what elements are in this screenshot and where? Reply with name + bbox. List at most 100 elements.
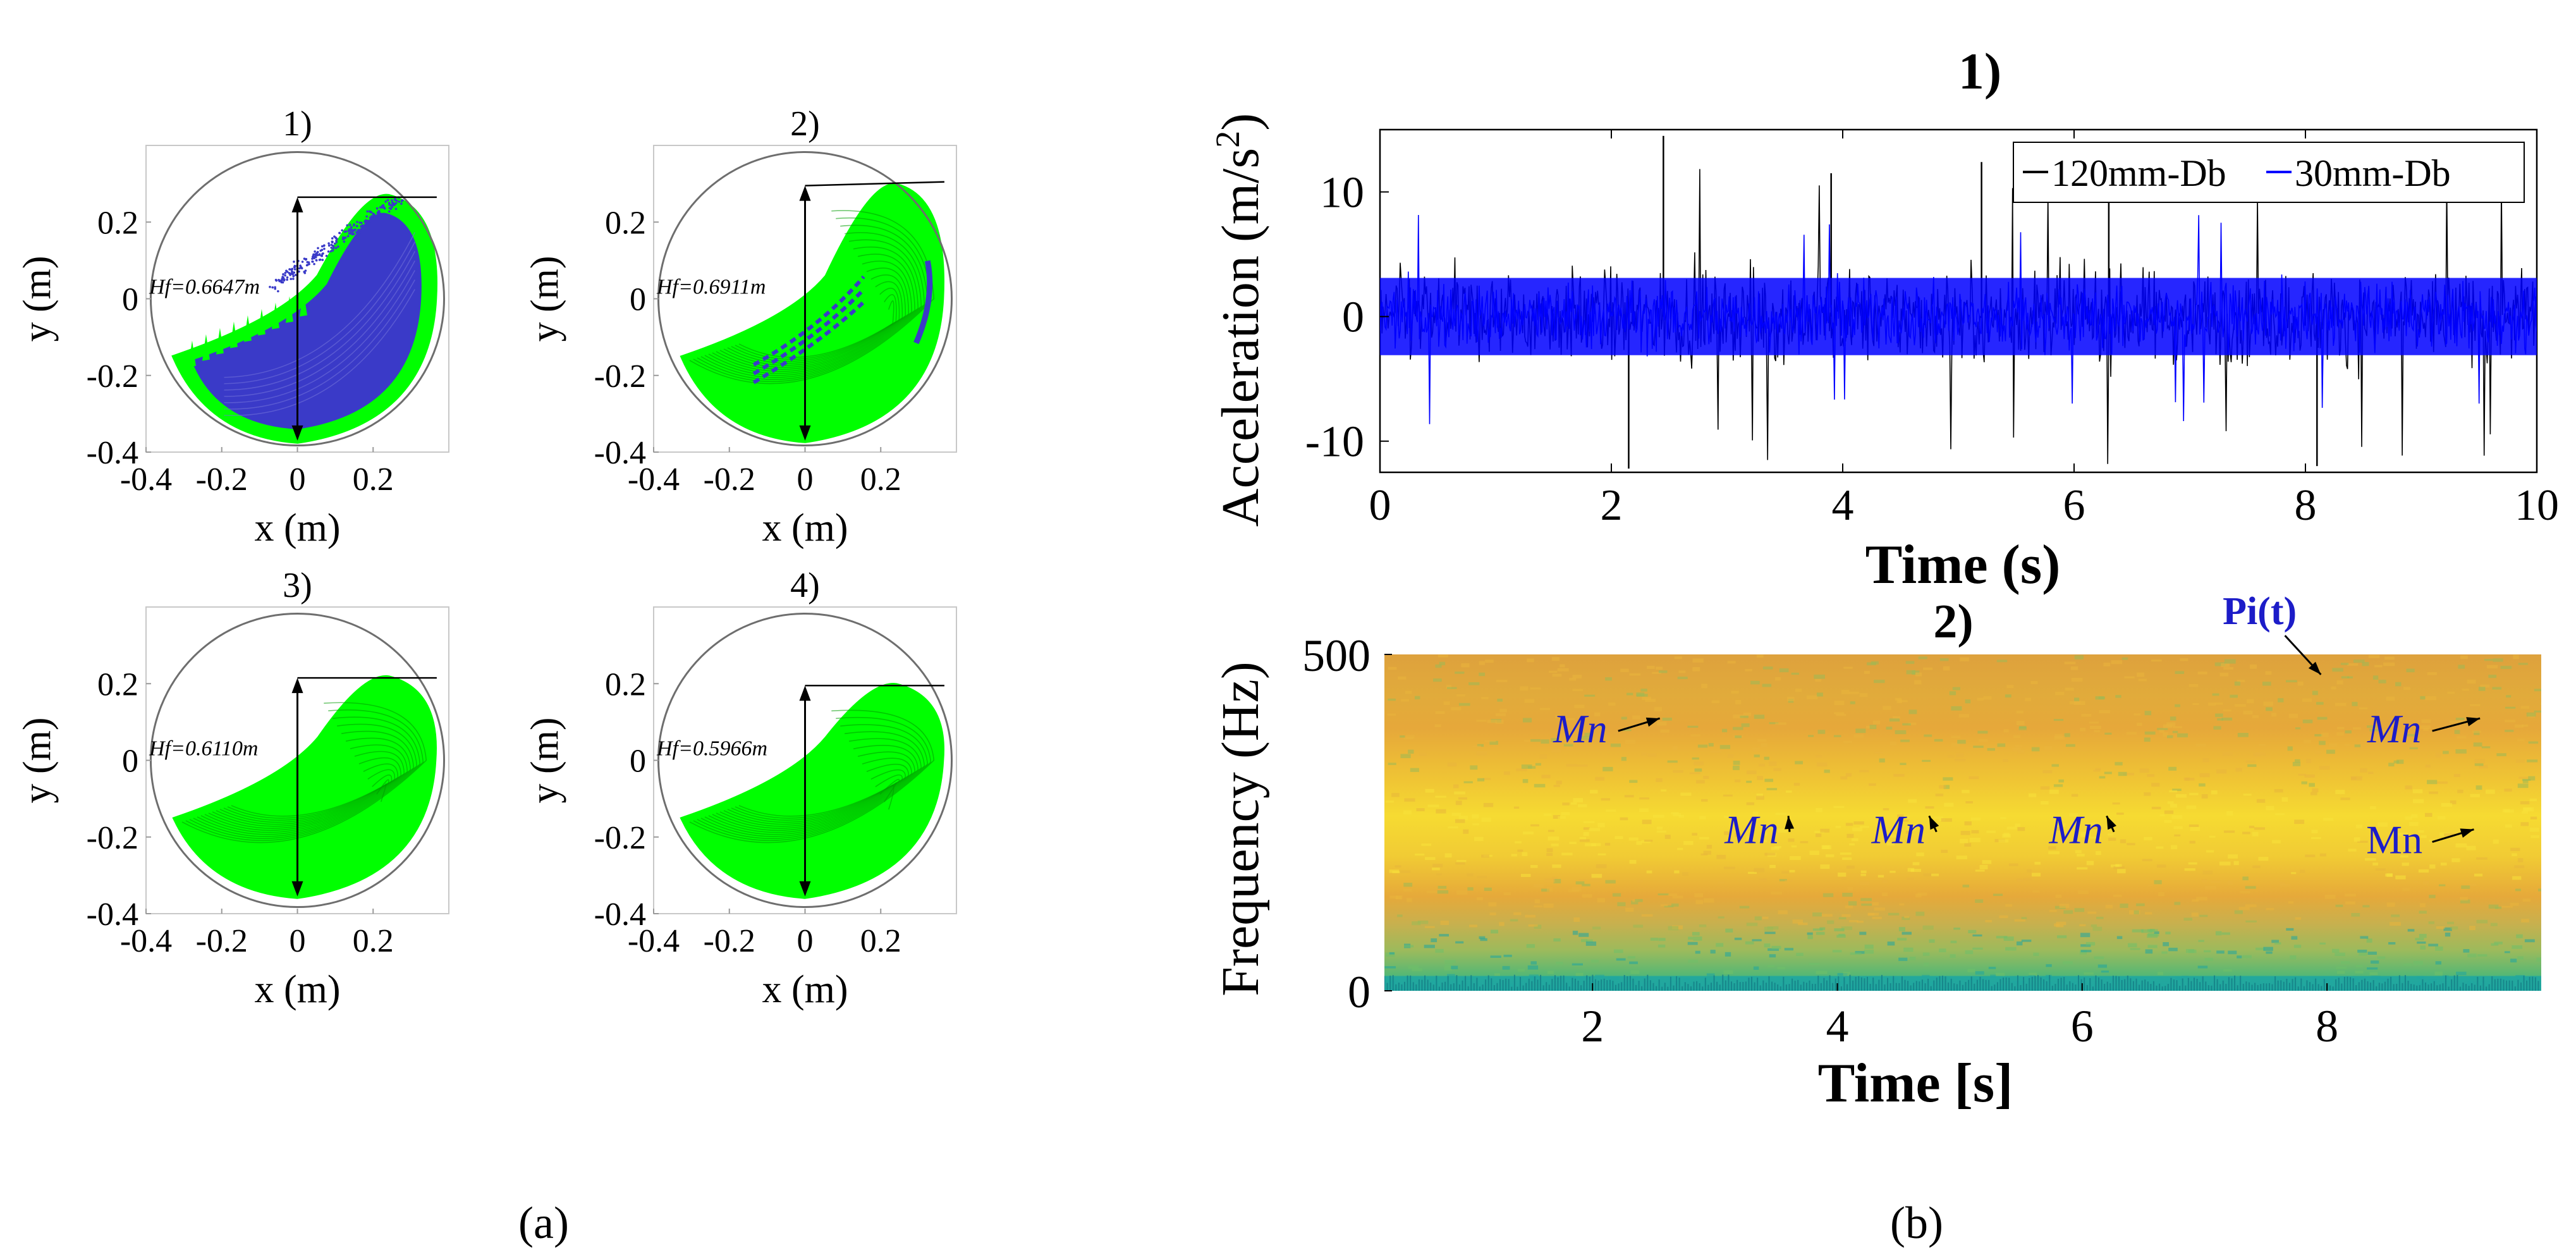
spectro-speckle bbox=[2156, 846, 2164, 849]
spectro-speckle bbox=[2053, 784, 2063, 787]
spectro-speckle bbox=[1627, 956, 1635, 959]
spectro-speckle bbox=[1534, 899, 1540, 904]
spectro-speckle bbox=[2147, 774, 2155, 777]
spectro-speckle bbox=[2514, 865, 2525, 869]
spectro-speckle bbox=[2064, 733, 2070, 737]
spectro-speckle bbox=[1733, 765, 1740, 770]
spectro-speckle bbox=[2457, 789, 2463, 794]
spectro-speckle bbox=[1546, 848, 1553, 852]
spectro-speckle bbox=[1825, 854, 1834, 857]
spectro-speckle bbox=[2434, 971, 2443, 976]
spectro-speckle bbox=[1572, 963, 1583, 966]
spectro-speckle bbox=[2407, 733, 2415, 737]
x-tick-label: 10 bbox=[2515, 481, 2559, 530]
y-tick-label: -0.2 bbox=[594, 820, 646, 856]
spectro-speckle bbox=[2485, 789, 2495, 794]
spectro-speckle bbox=[2357, 949, 2367, 953]
spectro-speckle bbox=[1761, 743, 1768, 747]
fluid-droplet bbox=[317, 247, 319, 250]
spectro-speckle bbox=[1527, 658, 1534, 663]
spectro-speckle bbox=[2336, 727, 2345, 730]
y-axis-label: y (m) bbox=[523, 717, 566, 803]
spectro-speckle bbox=[2521, 919, 2529, 923]
spectro-speckle bbox=[2222, 752, 2233, 756]
spectro-speckle bbox=[2247, 699, 2254, 704]
fluid-droplet bbox=[371, 223, 374, 225]
y-tick-label: -0.2 bbox=[594, 359, 646, 395]
fluid-streak bbox=[200, 737, 412, 833]
phase-title: 2) bbox=[790, 104, 820, 144]
spectro-speckle bbox=[1572, 689, 1583, 692]
spectro-speckle bbox=[1467, 873, 1474, 877]
spectro-speckle bbox=[2414, 849, 2420, 853]
spectro-speckle bbox=[2449, 720, 2461, 723]
spectro-speckle bbox=[2003, 759, 2008, 762]
x-tick-label: -0.4 bbox=[628, 462, 680, 498]
spectro-speckle bbox=[2515, 888, 2521, 892]
spectro-speckle bbox=[2354, 744, 2361, 747]
spectro-speckle bbox=[1692, 833, 1697, 836]
fluid-droplet bbox=[369, 210, 371, 213]
pi-annotation: Pi(t) bbox=[2223, 590, 2297, 633]
spectro-speckle bbox=[1923, 873, 1932, 877]
spectro-speckle bbox=[1488, 902, 1497, 907]
spectro-speckle bbox=[1530, 961, 1537, 965]
spectro-speckle bbox=[2108, 837, 2116, 841]
spectro-speckle bbox=[2063, 910, 2073, 914]
spectro-speckle bbox=[1572, 886, 1582, 892]
fluid-droplet bbox=[284, 274, 286, 277]
spectro-speckle bbox=[1495, 720, 1504, 724]
spectro-speckle bbox=[2310, 792, 2317, 795]
spectro-speckle bbox=[1490, 929, 1498, 934]
free-surface-line bbox=[805, 181, 944, 187]
spectro-speckle bbox=[1683, 841, 1694, 845]
fluid-streak bbox=[208, 751, 405, 829]
spectro-speckle bbox=[1485, 659, 1494, 663]
spectro-speckle bbox=[2538, 888, 2541, 892]
spectro-speckle bbox=[2491, 943, 2499, 946]
spectro-speckle bbox=[2310, 837, 2321, 840]
spectro-speckle bbox=[1612, 893, 1621, 897]
spectro-speckle bbox=[2453, 773, 2460, 777]
spectro-speckle bbox=[2469, 704, 2481, 706]
spectro-speckle bbox=[1796, 952, 1804, 956]
spectro-speckle bbox=[1664, 905, 1674, 908]
spectro-speckle bbox=[1484, 740, 1496, 742]
spectro-speckle bbox=[1481, 817, 1491, 822]
spectro-speckle bbox=[2302, 698, 2312, 702]
spectro-speckle bbox=[2095, 696, 2104, 700]
spectro-speckle bbox=[2530, 835, 2540, 838]
spectro-speckle bbox=[1842, 892, 1853, 897]
spectro-speckle bbox=[2247, 764, 2257, 767]
fluid-streak bbox=[727, 774, 903, 823]
spectro-speckle bbox=[2319, 740, 2326, 745]
spectro-speckle bbox=[1968, 929, 1977, 934]
spectro-speckle bbox=[1754, 754, 1760, 757]
spectro-speckle bbox=[1481, 696, 1489, 699]
spectro-speckle bbox=[1404, 798, 1415, 802]
spectro-speckle bbox=[2319, 853, 2326, 857]
spectro-speckle bbox=[1820, 864, 1830, 869]
spectro-speckle bbox=[1982, 860, 1992, 864]
spectro-speckle bbox=[2258, 857, 2269, 861]
spectro-speckle bbox=[2280, 883, 2290, 887]
spectro-speckle bbox=[1724, 831, 1730, 835]
spectro-speckle bbox=[1898, 927, 1905, 931]
spectro-speckle bbox=[2055, 692, 2065, 696]
spectro-speckle bbox=[2407, 929, 2415, 932]
spectro-speckle bbox=[2468, 883, 2477, 886]
fluid-droplet bbox=[349, 223, 351, 226]
spectro-speckle bbox=[1832, 950, 1842, 953]
fluid-droplet bbox=[346, 235, 350, 238]
spectro-speckle bbox=[1988, 966, 1996, 969]
spectro-speckle bbox=[2103, 662, 2111, 666]
spectro-speckle bbox=[2215, 713, 2223, 717]
spectro-speckle bbox=[1644, 840, 1653, 842]
spectro-speckle bbox=[1727, 661, 1736, 664]
spectro-speckle bbox=[2496, 753, 2506, 756]
spectro-speckle bbox=[2223, 830, 2235, 833]
spectro-speckle bbox=[1836, 714, 1847, 716]
fluid-streak bbox=[231, 783, 387, 817]
spectro-speckle bbox=[2234, 910, 2243, 914]
spectro-speckle bbox=[2211, 790, 2218, 795]
